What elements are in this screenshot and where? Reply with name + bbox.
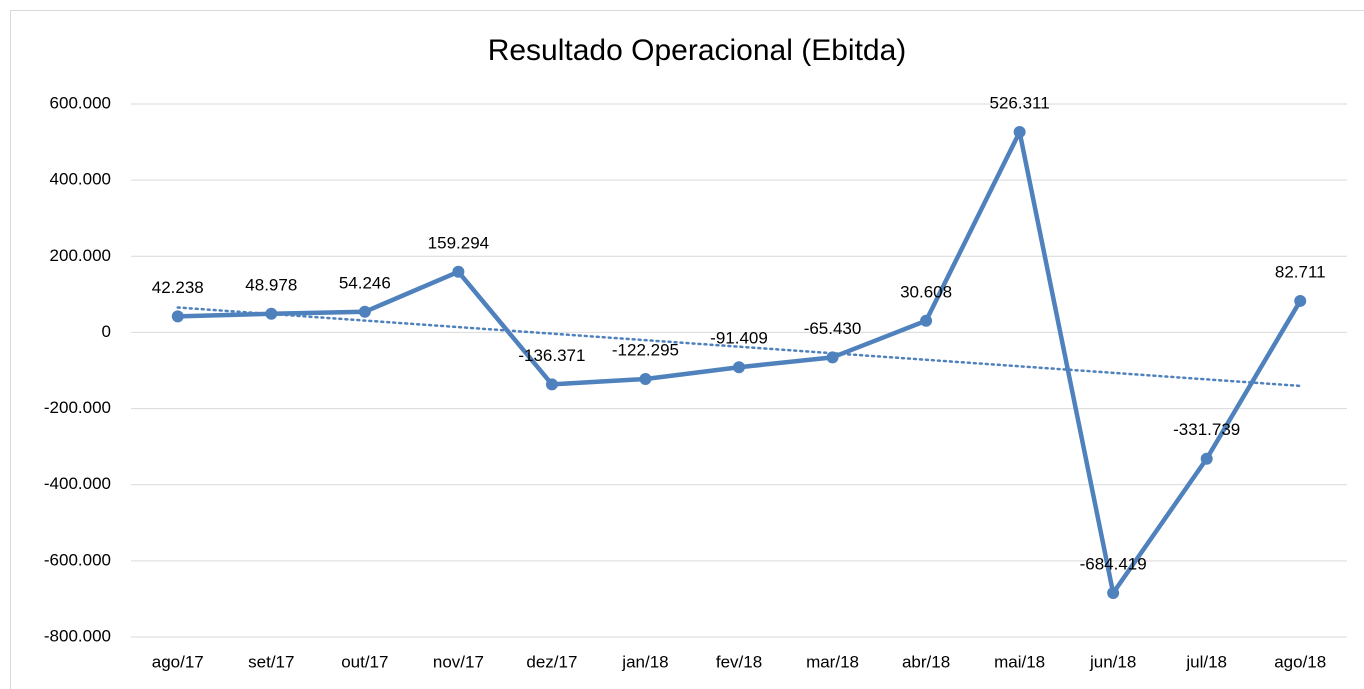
data-point xyxy=(639,372,652,385)
x-tick-label: dez/17 xyxy=(526,652,577,671)
x-tick-label: jan/18 xyxy=(621,652,668,671)
data-label: 30.608 xyxy=(900,282,952,301)
data-point xyxy=(358,305,371,318)
x-tick-label: ago/17 xyxy=(152,652,204,671)
y-tick-label: 600.000 xyxy=(50,93,111,112)
chart-title: Resultado Operacional (Ebitda) xyxy=(488,34,907,67)
data-label: -684.419 xyxy=(1080,554,1147,573)
y-tick-label: -600.000 xyxy=(44,550,111,569)
x-tick-label: ago/18 xyxy=(1274,652,1326,671)
x-tick-label: mai/18 xyxy=(994,652,1045,671)
x-tick-label: jun/18 xyxy=(1089,652,1136,671)
data-point xyxy=(452,265,465,278)
x-tick-label: fev/18 xyxy=(716,652,762,671)
y-tick-label: 0 xyxy=(102,322,111,341)
y-tick-label: -800.000 xyxy=(44,626,111,645)
data-point xyxy=(920,314,933,327)
data-label: -65.430 xyxy=(804,319,862,338)
data-label: 48.978 xyxy=(245,275,297,294)
data-point xyxy=(1294,294,1307,307)
y-tick-label: 200.000 xyxy=(50,246,111,265)
data-label: -331.739 xyxy=(1173,420,1240,439)
y-tick-label: -400.000 xyxy=(44,474,111,493)
data-label: 526.311 xyxy=(990,94,1050,113)
data-point xyxy=(733,361,745,374)
data-point xyxy=(1200,452,1213,465)
data-point xyxy=(1013,126,1026,139)
data-label: 54.246 xyxy=(339,273,391,292)
data-label: -136.371 xyxy=(518,346,585,365)
data-label: 82.711 xyxy=(1275,262,1326,281)
y-tick-label: -200.000 xyxy=(44,398,111,417)
x-tick-label: abr/18 xyxy=(902,652,950,671)
x-tick-label: mar/18 xyxy=(806,652,859,671)
data-point xyxy=(1107,586,1120,599)
chart-frame xyxy=(10,10,1364,689)
data-point xyxy=(826,351,839,364)
x-tick-label: out/17 xyxy=(341,652,388,671)
data-label: 42.238 xyxy=(152,278,204,297)
y-tick-label: 400.000 xyxy=(50,170,111,189)
data-label: 159.294 xyxy=(428,233,489,252)
data-point xyxy=(265,307,278,320)
data-point xyxy=(545,378,558,391)
x-tick-label: nov/17 xyxy=(433,652,484,671)
data-point xyxy=(171,310,184,323)
x-tick-label: jul/18 xyxy=(1185,652,1227,671)
data-label: -91.409 xyxy=(710,329,768,348)
trendline xyxy=(176,306,1302,388)
data-label: -122.295 xyxy=(612,340,679,359)
x-tick-label: set/17 xyxy=(248,652,294,671)
